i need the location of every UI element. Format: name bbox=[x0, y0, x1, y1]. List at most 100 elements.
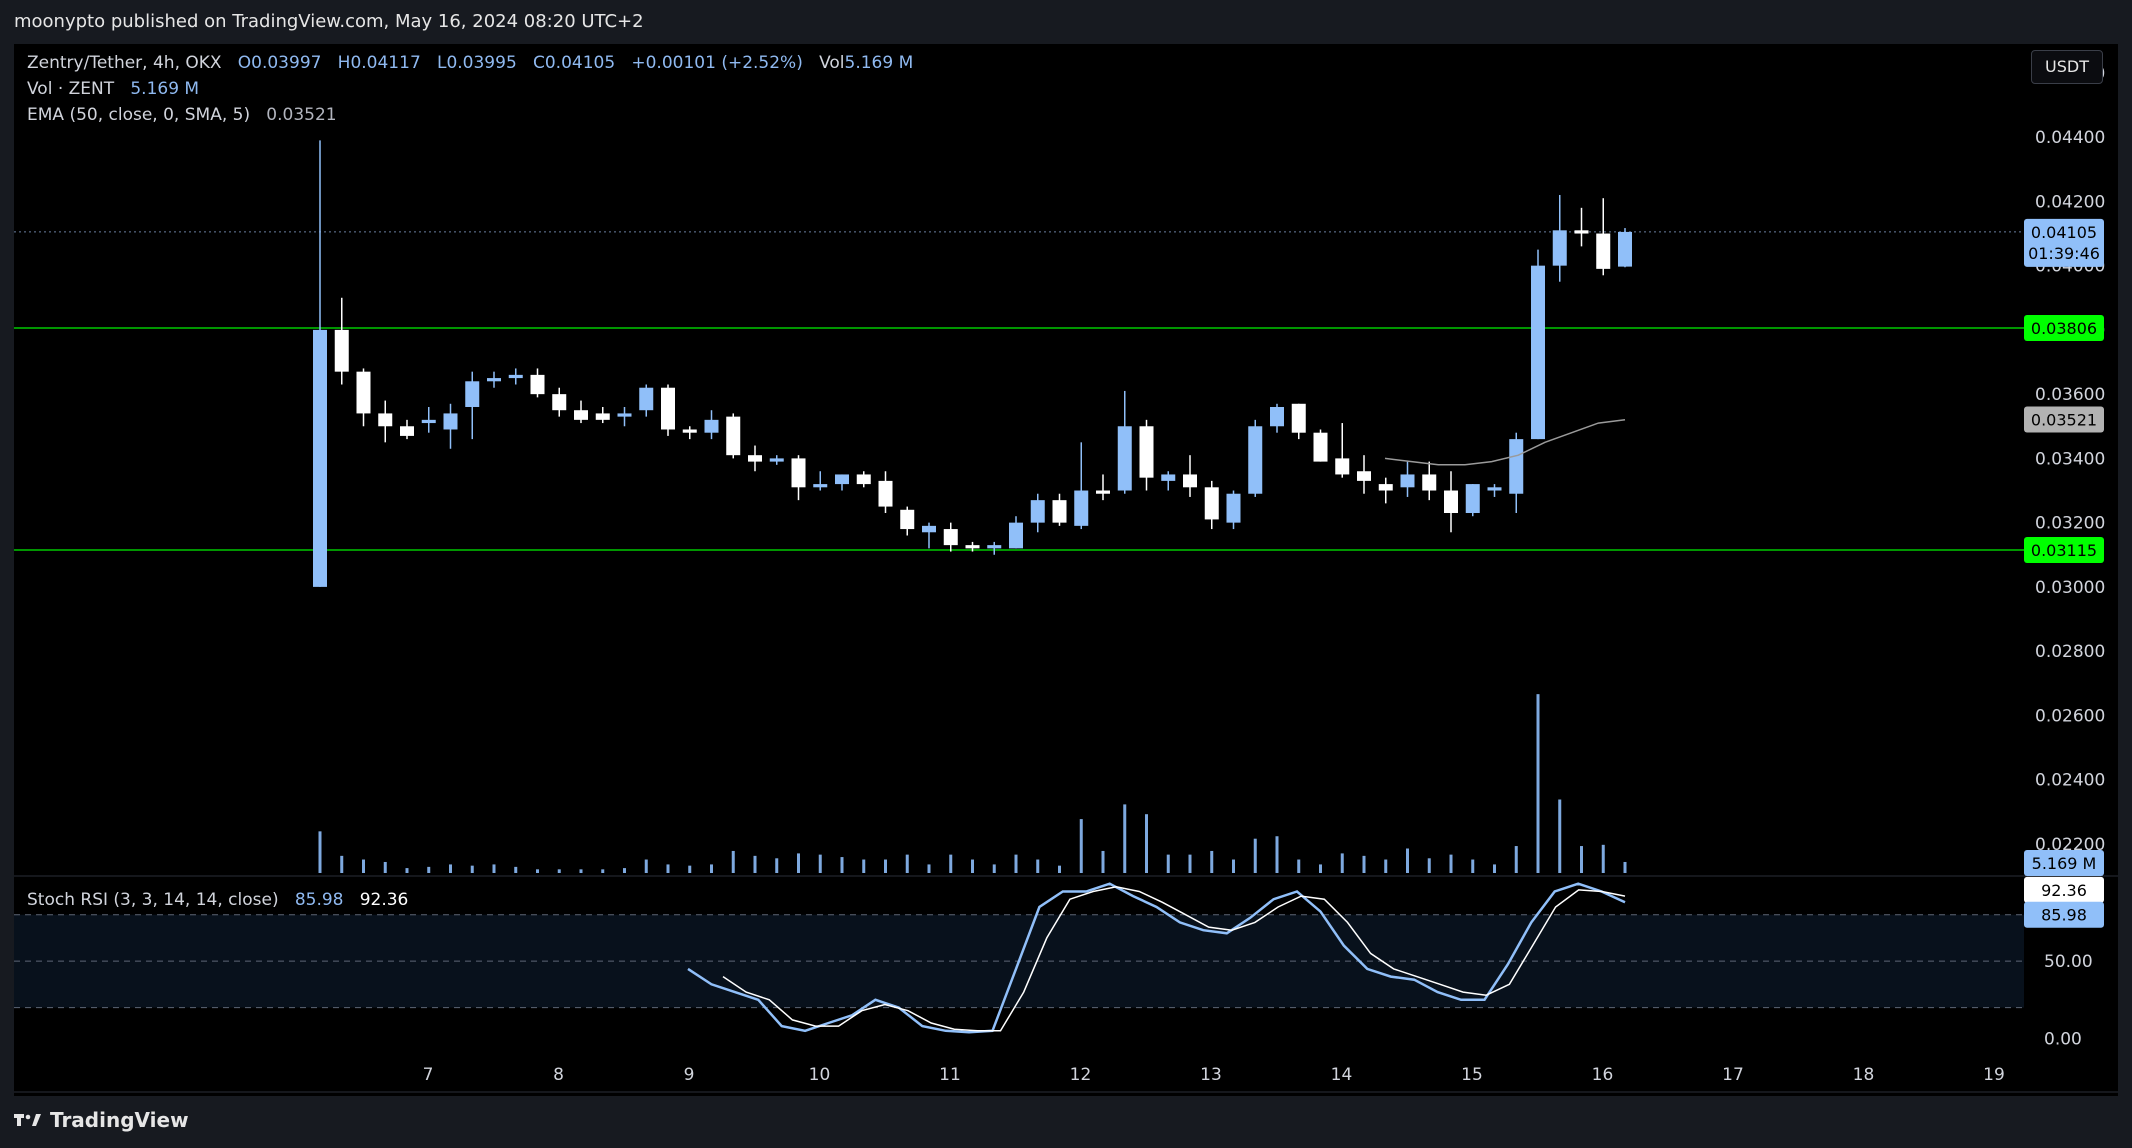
candle-body bbox=[1117, 426, 1132, 491]
volume-bar bbox=[1123, 804, 1127, 873]
tradingview-logo-icon bbox=[14, 1114, 41, 1126]
stoch-d-line bbox=[722, 886, 1626, 1032]
resistance-tag-bg bbox=[2024, 314, 2104, 341]
last-price-tag: 0.04105 01:39:46 bbox=[2024, 218, 2104, 267]
volume-bar bbox=[405, 868, 409, 873]
volume-bar bbox=[514, 866, 518, 873]
candle-body bbox=[900, 509, 915, 530]
candle-body bbox=[1139, 426, 1154, 478]
volume-bar bbox=[797, 853, 800, 873]
x-axis-label: 12 bbox=[1070, 1065, 1092, 1085]
ema-value: 0.03521 bbox=[266, 105, 337, 125]
x-axis-label: 18 bbox=[1853, 1065, 1875, 1085]
volume-bar bbox=[557, 869, 561, 873]
chart-canvas[interactable]: 0.046000.044000.042000.040000.038000.036… bbox=[0, 0, 2132, 1096]
last-price-tag-text: 01:39:46 bbox=[2028, 244, 2100, 263]
resistance-tag: 0.03806 bbox=[2024, 314, 2104, 341]
price-tag-layer: 0.04105 01:39:46 0.03806 0.03521 0.03115 5.16… bbox=[2024, 218, 2104, 928]
candle-body bbox=[1465, 484, 1480, 514]
volume-bar bbox=[1232, 859, 1235, 873]
x-axis-label: 15 bbox=[1461, 1065, 1483, 1085]
stoch-d-tag: 92.36 bbox=[2024, 876, 2104, 903]
candle-body bbox=[421, 419, 436, 424]
candle-body bbox=[400, 426, 414, 436]
y-axis-label: 0.02200 bbox=[2035, 835, 2105, 855]
volume-tag-text: 5.169 M bbox=[2032, 854, 2097, 873]
candle-body bbox=[943, 529, 958, 546]
volume-bar bbox=[492, 864, 496, 873]
volume-bar bbox=[1471, 859, 1475, 873]
volume-layer bbox=[318, 694, 1627, 873]
vol-line-value: 5.169 M bbox=[130, 79, 200, 99]
volume-tag: 5.169 M bbox=[2024, 850, 2104, 876]
candle-body bbox=[922, 525, 936, 533]
candle-body bbox=[1248, 426, 1263, 494]
symbol-name: Zentry/Tether, 4h, OKX bbox=[27, 53, 222, 73]
volume-bar bbox=[1079, 819, 1083, 873]
volume-bar bbox=[1406, 848, 1409, 873]
volume-bar bbox=[1580, 846, 1583, 873]
candle-body bbox=[465, 381, 480, 407]
volume-bar bbox=[688, 865, 692, 873]
candle-layer bbox=[313, 140, 1632, 587]
candle-body bbox=[1161, 474, 1176, 481]
candle-body bbox=[661, 387, 675, 430]
y-axis-label: 0.03600 bbox=[2035, 385, 2105, 405]
x-axis-label: 13 bbox=[1200, 1065, 1222, 1085]
volume-bar bbox=[1340, 853, 1344, 873]
candle-body bbox=[1378, 484, 1393, 491]
candle-body bbox=[791, 458, 806, 488]
volume-bar bbox=[383, 861, 387, 873]
volume-bar bbox=[536, 869, 539, 873]
volume-bar bbox=[1558, 799, 1562, 873]
volume-bar bbox=[318, 831, 322, 873]
ema-label: EMA (50, close, 0, SMA, 5) bbox=[27, 105, 251, 125]
candle-body bbox=[878, 480, 893, 507]
volume-bar bbox=[1384, 859, 1388, 873]
x-axis-label: 16 bbox=[1592, 1065, 1614, 1085]
candle-body bbox=[1009, 522, 1023, 549]
candle-body bbox=[1052, 500, 1067, 523]
candle-body bbox=[1422, 474, 1437, 491]
stoch-k-tag-bg bbox=[2024, 901, 2104, 928]
level-line-layer bbox=[14, 231, 2024, 551]
stoch-d-value: 92.36 bbox=[359, 890, 409, 910]
volume-bar bbox=[992, 864, 996, 873]
stoch-label: Stoch RSI (3, 3, 14, 14, close) bbox=[27, 890, 279, 910]
stoch-axis-label: 0.00 bbox=[2044, 1030, 2082, 1050]
ema-tag-bg bbox=[2024, 406, 2104, 433]
currency-button[interactable]: USDT bbox=[2031, 50, 2103, 84]
candle-body bbox=[1030, 500, 1045, 523]
candle-body bbox=[1400, 474, 1415, 488]
ema-tag: 0.03521 bbox=[2024, 406, 2104, 433]
volume-bar bbox=[579, 869, 583, 873]
candle-body bbox=[1574, 230, 1589, 234]
volume-bar bbox=[884, 859, 887, 873]
volume-bar bbox=[1145, 814, 1148, 873]
last-price-tag-text: 0.04105 bbox=[2031, 223, 2097, 242]
stoch-d-tag-bg bbox=[2024, 876, 2104, 903]
volume-bar bbox=[1319, 864, 1322, 873]
candle-body bbox=[530, 374, 545, 395]
legend-change: +0.00101 (+2.52%) bbox=[631, 53, 803, 73]
candle-body bbox=[813, 484, 828, 488]
candle-body bbox=[1313, 432, 1328, 462]
volume-bar bbox=[927, 864, 931, 873]
candle-body bbox=[617, 413, 632, 417]
candle-body bbox=[1183, 474, 1197, 488]
volume-bar bbox=[1449, 854, 1453, 873]
candle-body bbox=[1552, 230, 1567, 266]
candle-body bbox=[856, 474, 871, 485]
published-by-text: moonypto published on TradingView.com, M… bbox=[14, 11, 644, 32]
volume-bar bbox=[1623, 861, 1627, 873]
stoch-axis-label: 50.00 bbox=[2044, 952, 2093, 972]
legend-high: H0.04117 bbox=[337, 53, 421, 73]
volume-bar bbox=[644, 859, 648, 873]
legend-open: O0.03997 bbox=[237, 53, 322, 73]
volume-bar bbox=[1014, 854, 1018, 873]
volume-bar bbox=[1101, 850, 1105, 873]
brand[interactable]: TradingView bbox=[14, 1108, 189, 1132]
candle-body bbox=[313, 329, 327, 587]
volume-bar bbox=[601, 869, 605, 873]
volume-bar bbox=[1188, 854, 1192, 873]
